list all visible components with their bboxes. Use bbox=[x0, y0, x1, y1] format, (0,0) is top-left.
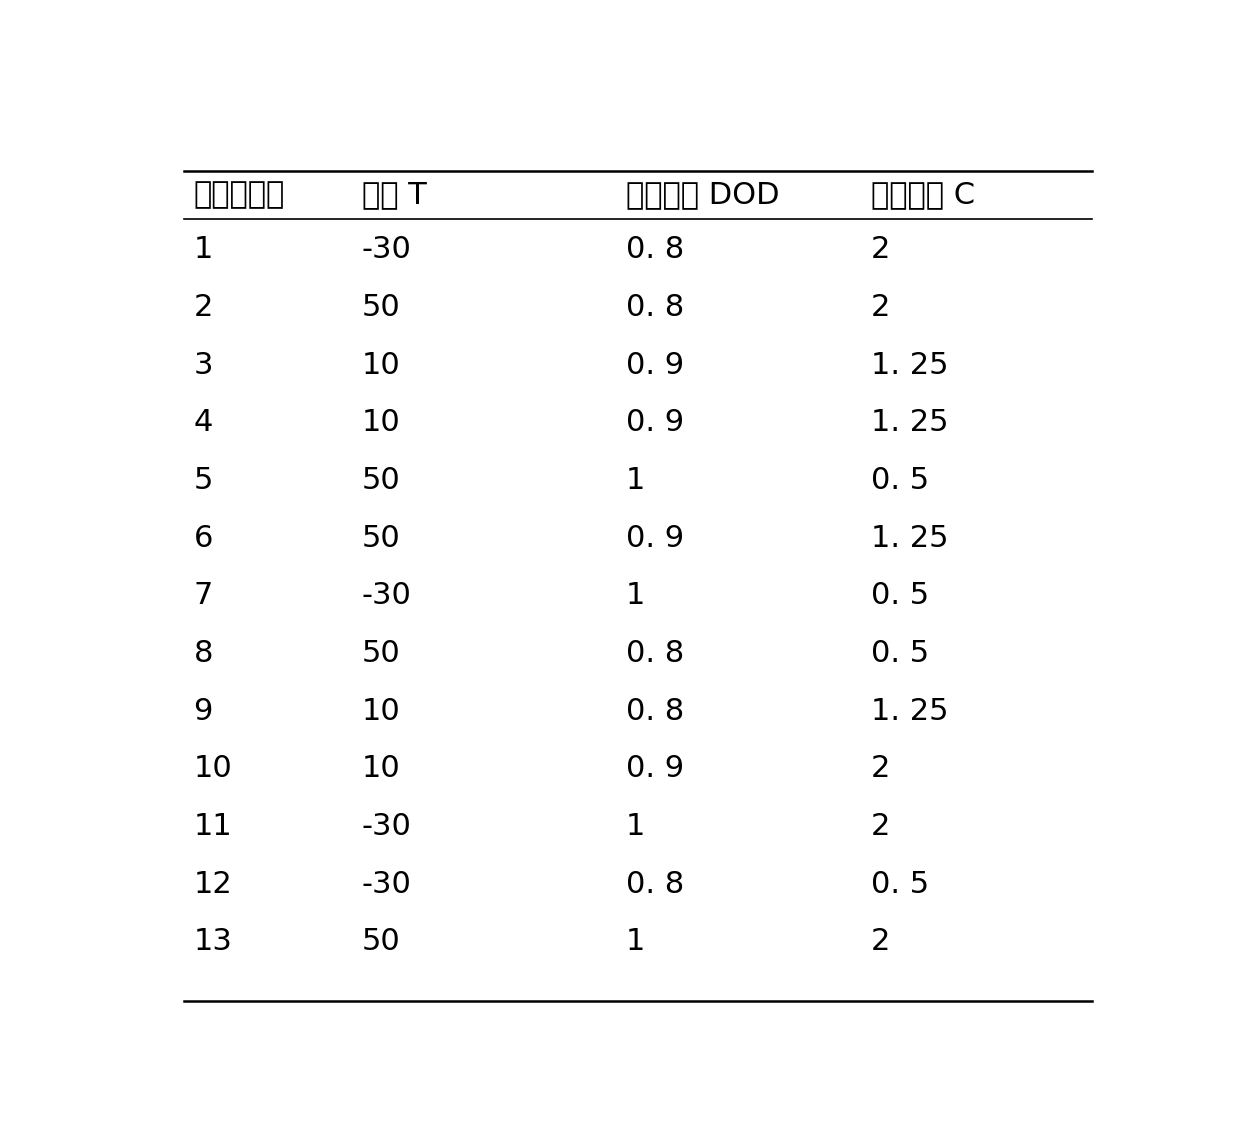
Text: 0. 5: 0. 5 bbox=[870, 582, 929, 610]
Text: 50: 50 bbox=[362, 466, 401, 496]
Text: 9: 9 bbox=[193, 696, 213, 726]
Text: 放电深度 DOD: 放电深度 DOD bbox=[626, 180, 780, 210]
Text: 1. 25: 1. 25 bbox=[870, 696, 949, 726]
Text: 0. 9: 0. 9 bbox=[626, 755, 684, 783]
Text: 实验工况点: 实验工况点 bbox=[193, 180, 285, 210]
Text: 10: 10 bbox=[362, 696, 401, 726]
Text: 0. 5: 0. 5 bbox=[870, 639, 929, 668]
Text: 4: 4 bbox=[193, 408, 213, 437]
Text: 0. 8: 0. 8 bbox=[626, 696, 684, 726]
Text: 2: 2 bbox=[870, 928, 890, 957]
Text: 10: 10 bbox=[193, 755, 232, 783]
Text: 11: 11 bbox=[193, 812, 232, 841]
Text: 0. 9: 0. 9 bbox=[626, 524, 684, 553]
Text: 50: 50 bbox=[362, 928, 401, 957]
Text: 1: 1 bbox=[626, 466, 645, 496]
Text: 50: 50 bbox=[362, 639, 401, 668]
Text: 1. 25: 1. 25 bbox=[870, 408, 949, 437]
Text: 10: 10 bbox=[362, 351, 401, 380]
Text: 0. 8: 0. 8 bbox=[626, 639, 684, 668]
Text: 2: 2 bbox=[870, 755, 890, 783]
Text: 12: 12 bbox=[193, 869, 232, 899]
Text: 1: 1 bbox=[626, 928, 645, 957]
Text: 2: 2 bbox=[870, 812, 890, 841]
Text: 50: 50 bbox=[362, 292, 401, 322]
Text: 温度 T: 温度 T bbox=[362, 180, 427, 210]
Text: 0. 9: 0. 9 bbox=[626, 351, 684, 380]
Text: 6: 6 bbox=[193, 524, 213, 553]
Text: 1: 1 bbox=[626, 812, 645, 841]
Text: 8: 8 bbox=[193, 639, 213, 668]
Text: 0. 9: 0. 9 bbox=[626, 408, 684, 437]
Text: 2: 2 bbox=[193, 292, 213, 322]
Text: 7: 7 bbox=[193, 582, 213, 610]
Text: 放电倍率 C: 放电倍率 C bbox=[870, 180, 975, 210]
Text: 2: 2 bbox=[870, 235, 890, 264]
Text: 1: 1 bbox=[193, 235, 213, 264]
Text: 1: 1 bbox=[626, 582, 645, 610]
Text: 0. 8: 0. 8 bbox=[626, 869, 684, 899]
Text: -30: -30 bbox=[362, 869, 412, 899]
Text: 10: 10 bbox=[362, 755, 401, 783]
Text: -30: -30 bbox=[362, 235, 412, 264]
Text: 13: 13 bbox=[193, 928, 232, 957]
Text: 0. 5: 0. 5 bbox=[870, 869, 929, 899]
Text: 1. 25: 1. 25 bbox=[870, 524, 949, 553]
Text: 3: 3 bbox=[193, 351, 213, 380]
Text: 1. 25: 1. 25 bbox=[870, 351, 949, 380]
Text: 0. 5: 0. 5 bbox=[870, 466, 929, 496]
Text: -30: -30 bbox=[362, 812, 412, 841]
Text: 50: 50 bbox=[362, 524, 401, 553]
Text: 5: 5 bbox=[193, 466, 213, 496]
Text: -30: -30 bbox=[362, 582, 412, 610]
Text: 10: 10 bbox=[362, 408, 401, 437]
Text: 0. 8: 0. 8 bbox=[626, 235, 684, 264]
Text: 0. 8: 0. 8 bbox=[626, 292, 684, 322]
Text: 2: 2 bbox=[870, 292, 890, 322]
